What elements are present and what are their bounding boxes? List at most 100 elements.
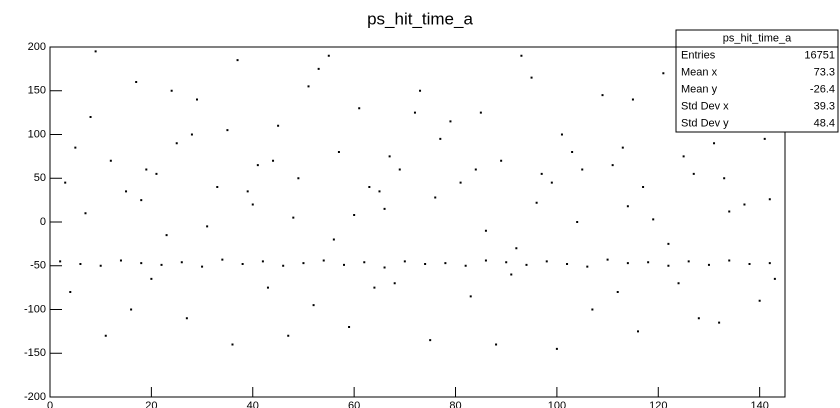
point <box>246 190 249 193</box>
point <box>89 116 92 118</box>
point <box>155 172 158 175</box>
point <box>545 260 548 263</box>
point <box>677 282 680 285</box>
point <box>637 330 639 333</box>
point <box>373 286 376 289</box>
point <box>160 263 163 266</box>
point <box>175 142 178 145</box>
point <box>697 317 700 320</box>
point <box>626 262 629 265</box>
point <box>403 260 406 263</box>
point <box>297 177 300 180</box>
point <box>64 181 67 184</box>
point <box>236 59 239 62</box>
point <box>292 216 295 219</box>
point <box>398 168 401 171</box>
point <box>525 263 528 266</box>
point <box>484 229 487 232</box>
point <box>484 259 487 262</box>
point <box>84 212 87 215</box>
point <box>196 98 198 101</box>
point <box>343 263 345 266</box>
point <box>758 299 761 302</box>
y-tick-label: 150 <box>28 85 46 97</box>
y-tick-label: 200 <box>28 41 46 53</box>
y-tick-label: 0 <box>40 216 46 228</box>
point <box>383 266 386 269</box>
y-tick-label: -100 <box>24 303 46 315</box>
chart-title: ps_hit_time_a <box>367 9 473 28</box>
stats-value: 16751 <box>804 49 835 61</box>
point <box>510 273 513 276</box>
point <box>231 343 234 346</box>
point <box>773 277 776 280</box>
x-tick-label: 80 <box>449 400 461 408</box>
point <box>201 265 204 268</box>
stats-label: Entries <box>681 49 716 61</box>
x-tick-label: 0 <box>47 400 53 408</box>
point <box>763 137 766 140</box>
point <box>469 295 472 298</box>
y-tick-label: -150 <box>24 347 46 359</box>
point <box>662 72 665 75</box>
point <box>312 304 315 307</box>
point <box>337 151 340 153</box>
point <box>363 261 366 264</box>
point <box>119 259 122 262</box>
point <box>728 210 731 213</box>
point <box>500 159 503 162</box>
point <box>692 172 695 175</box>
stats-value: 48.4 <box>814 117 835 129</box>
x-tick-label: 100 <box>548 400 566 408</box>
point <box>94 50 97 53</box>
point <box>180 261 183 264</box>
point <box>707 263 710 266</box>
point <box>216 186 219 188</box>
point <box>353 214 356 216</box>
point <box>251 203 254 206</box>
point <box>261 260 264 263</box>
point <box>479 111 482 114</box>
point <box>576 221 579 223</box>
point <box>358 107 361 110</box>
point <box>566 263 569 265</box>
point <box>241 263 244 265</box>
point <box>190 133 193 136</box>
point <box>713 142 716 145</box>
point <box>495 343 498 346</box>
point <box>59 260 62 263</box>
point <box>505 261 508 264</box>
point <box>520 54 523 57</box>
point <box>621 146 624 149</box>
point <box>449 120 452 123</box>
point <box>413 111 416 114</box>
point <box>393 282 396 285</box>
point <box>723 177 726 180</box>
point <box>642 186 645 188</box>
point <box>768 198 771 201</box>
point <box>687 260 690 263</box>
x-tick-label: 40 <box>247 400 259 408</box>
point <box>667 242 670 245</box>
point <box>434 196 437 199</box>
point <box>74 146 77 149</box>
point <box>728 259 731 262</box>
point <box>444 262 447 265</box>
stats-value: -26.4 <box>810 83 835 95</box>
point <box>647 261 650 264</box>
point <box>150 277 153 280</box>
x-tick-label: 140 <box>750 400 768 408</box>
point <box>125 190 128 193</box>
point <box>591 308 594 311</box>
point <box>555 347 558 350</box>
point <box>69 291 72 293</box>
point <box>606 258 609 261</box>
point <box>302 262 305 265</box>
point <box>368 186 371 188</box>
point <box>718 321 721 324</box>
point <box>530 76 533 79</box>
point <box>383 207 386 210</box>
point <box>221 258 224 261</box>
point <box>535 201 538 204</box>
point <box>130 308 133 311</box>
